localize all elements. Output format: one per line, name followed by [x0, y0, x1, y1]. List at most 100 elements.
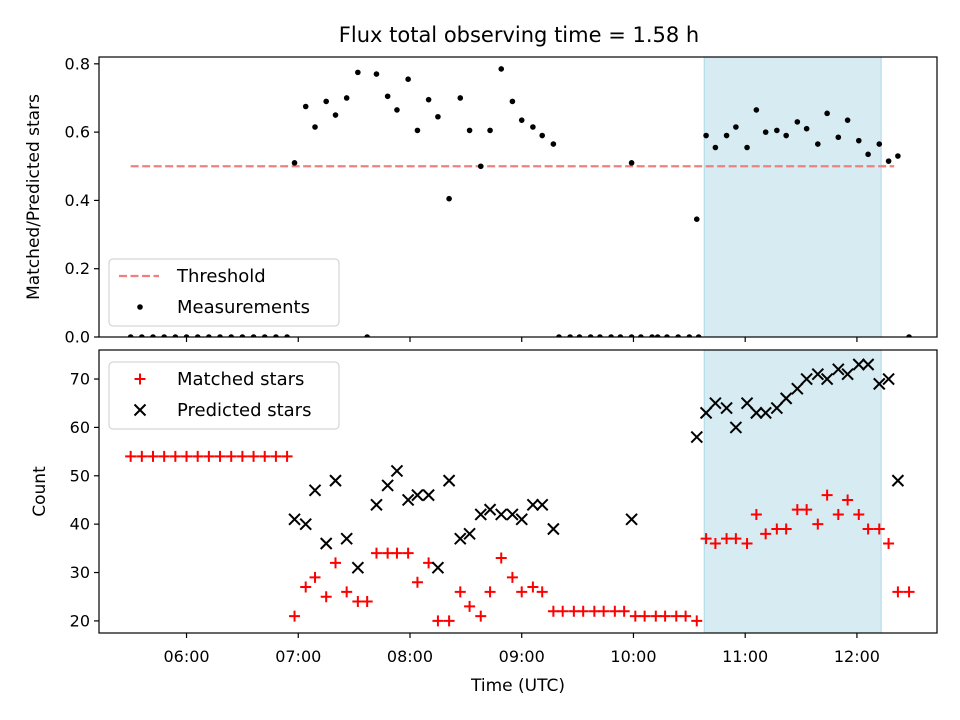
matched-star-point [741, 538, 753, 550]
axes-frame-bottom [98, 349, 938, 634]
predicted-star-point [526, 498, 540, 512]
predicted-star-point [340, 532, 353, 545]
series-predicted-stars [288, 358, 905, 574]
matched-star-point [411, 576, 423, 588]
measurement-point [686, 334, 693, 337]
measurement-point [425, 96, 432, 103]
measurement-point [550, 141, 557, 147]
measurement-point [815, 141, 821, 147]
measurement-point [695, 334, 702, 337]
measurement-point [487, 127, 493, 134]
measurement-point [628, 160, 635, 166]
measurement-point [885, 158, 892, 164]
measurement-point [723, 132, 730, 139]
measurement-point [150, 334, 156, 337]
predicted-star-point [495, 508, 508, 521]
predicted-star-point [779, 392, 793, 405]
matched-star-point [225, 450, 237, 462]
measurement-point [312, 124, 318, 130]
predicted-star-point [351, 561, 365, 574]
measurement-point [649, 334, 655, 337]
matched-star-point [536, 586, 548, 598]
measurement-point [291, 160, 298, 166]
matched-star-point [659, 610, 671, 622]
measurement-point [509, 98, 516, 105]
predicted-star-point [308, 484, 322, 497]
predicted-star-point [422, 488, 435, 502]
measurement-point [364, 334, 370, 337]
measurement-point [628, 334, 635, 337]
x-tick-label: 09:00 [499, 647, 545, 666]
y-tick-label: 0.2 [65, 259, 90, 278]
measurement-point [539, 132, 546, 139]
predicted-star-point [299, 517, 312, 531]
predicted-star-point [891, 474, 905, 487]
matched-star-point [382, 547, 394, 559]
x-axis-label: Time (UTC) [470, 676, 565, 696]
matched-star-point [527, 581, 539, 593]
matched-star-point [791, 504, 803, 516]
predicted-star-point [547, 522, 560, 536]
measurement-point [675, 334, 681, 337]
measurement-point [273, 334, 279, 337]
predicted-star-point [852, 358, 865, 371]
matched-star-point [475, 610, 487, 622]
matched-star-point [700, 533, 712, 545]
legend-label: Threshold [176, 266, 266, 287]
measurement-point [435, 113, 441, 120]
legend-measurement-swatch [137, 304, 143, 310]
predicted-star-point [709, 397, 722, 410]
measurement-point [654, 334, 661, 337]
matched-star-point [883, 538, 895, 550]
measurement-point [567, 334, 573, 337]
matched-star-point [721, 533, 733, 545]
measurement-point [477, 163, 484, 170]
y-tick-label: 60 [70, 418, 90, 437]
measurement-point [414, 127, 421, 134]
x-tick-label: 06:00 [163, 647, 209, 666]
matched-star-point [609, 605, 621, 617]
predicted-star-point [750, 406, 763, 420]
top-panel: 0.0 0.2 0.4 0.6 0.8 Matched/Predicted stars Th… [24, 54, 938, 347]
measurement-point [466, 127, 473, 134]
shaded-interval-top [703, 56, 882, 338]
matched-star-point [780, 523, 792, 535]
measurement-point [530, 124, 536, 130]
measurement-point [876, 141, 883, 147]
predicted-star-point [740, 397, 754, 410]
measurement-point [664, 334, 670, 337]
matched-star-point [873, 523, 885, 535]
predicted-star-point [759, 406, 772, 420]
measurement-point [161, 334, 167, 337]
measurement-point [343, 95, 350, 101]
measurement-point [774, 127, 780, 134]
matched-star-point [158, 450, 170, 462]
y-tick-label: 0.4 [65, 191, 90, 210]
predicted-star-point [329, 474, 342, 487]
legend-predicted-swatch [133, 403, 147, 417]
matched-star-point [812, 518, 824, 530]
y-tick-label: 0.0 [65, 328, 90, 347]
predicted-star-point [411, 488, 424, 502]
measurement-point [693, 216, 700, 222]
measurement-point [261, 334, 268, 337]
matched-star-point [136, 450, 148, 462]
matched-star-point [821, 489, 833, 501]
predicted-star-point [536, 498, 549, 512]
measurement-point [703, 132, 709, 139]
matched-star-point [862, 523, 874, 535]
measurement-point [355, 69, 361, 76]
predicted-star-point [390, 464, 404, 478]
measurement-point [332, 112, 339, 118]
y-tick-label: 20 [70, 611, 90, 630]
matched-star-point [547, 605, 559, 617]
predicted-star-point [800, 372, 813, 386]
matched-star-point [680, 610, 692, 622]
measurement-point [183, 334, 190, 337]
measurement-point [373, 71, 380, 77]
matched-star-point [125, 450, 137, 462]
measurement-point [127, 334, 134, 337]
legend-bottom: Matched stars Predicted stars [108, 361, 340, 430]
predicted-star-point [841, 367, 854, 381]
legend-box [108, 361, 340, 430]
